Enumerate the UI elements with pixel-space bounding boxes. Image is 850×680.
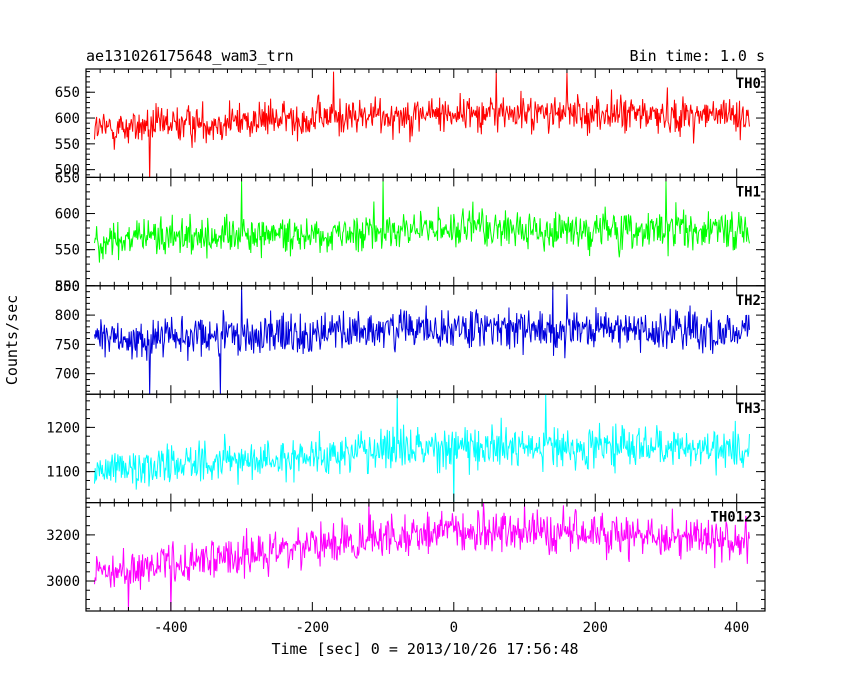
bin-time-label: Bin time: 1.0 s xyxy=(630,47,765,65)
chart-title: ae131026175648_wam3_trn xyxy=(86,47,294,65)
panel-th0123: 3000 3200 TH0123 xyxy=(46,502,766,612)
x-tick-label: 400 xyxy=(724,620,749,636)
panel-label-th0123: TH0123 xyxy=(710,510,761,526)
panel-frame xyxy=(85,68,766,179)
series-line-th1 xyxy=(93,181,750,263)
y-tick-label: 1100 xyxy=(46,465,80,481)
panel-label-th2: TH2 xyxy=(736,293,761,309)
panels-group: 500 550 600 650 TH0 500 550 600 650 TH1 700 750 800 8… xyxy=(46,68,766,612)
panel-label-th3: TH3 xyxy=(736,401,761,417)
x-axis-label: Time [sec] 0 = 2013/10/26 17:56:48 xyxy=(271,640,578,658)
panel-frame xyxy=(85,502,766,612)
y-tick-label: 600 xyxy=(55,111,80,127)
y-tick-label: 650 xyxy=(55,170,80,186)
x-tick-label: -200 xyxy=(295,620,329,636)
panel-th3: 1100 1200 TH3 xyxy=(46,393,766,504)
x-axis: -400 -200 0 200 400 xyxy=(154,620,749,636)
y-tick-label: 800 xyxy=(55,308,80,324)
panel-label-th0: TH0 xyxy=(736,76,761,92)
y-tick-label: 3000 xyxy=(46,574,80,590)
x-tick-label: 0 xyxy=(450,620,458,636)
y-tick-label: 750 xyxy=(55,337,80,353)
y-tick-label: 600 xyxy=(55,207,80,223)
y-tick-label: 500 xyxy=(55,279,80,295)
panel-th2: 700 750 800 850 TH2 xyxy=(55,279,766,395)
y-tick-label: 500 xyxy=(55,163,80,179)
panel-label-th1: TH1 xyxy=(736,184,761,200)
y-tick-label: 550 xyxy=(55,243,80,259)
series-line-th0123 xyxy=(93,502,750,612)
y-tick-label: 650 xyxy=(55,85,80,101)
y-tick-label: 550 xyxy=(55,137,80,153)
series-line-th3 xyxy=(93,394,750,503)
panel-th1: 500 550 600 650 TH1 xyxy=(55,170,766,295)
series-line-th0 xyxy=(93,71,750,178)
y-tick-label: 850 xyxy=(55,279,80,295)
y-tick-label: 3200 xyxy=(46,528,80,544)
panel-th0: 500 550 600 650 TH0 xyxy=(55,68,766,179)
y-axis-label: Counts/sec xyxy=(3,295,21,385)
series-line-th2 xyxy=(93,285,750,395)
x-tick-label: -400 xyxy=(154,620,188,636)
y-tick-label: 700 xyxy=(55,367,80,383)
y-tick-label: 1200 xyxy=(46,420,80,436)
x-tick-label: 200 xyxy=(583,620,608,636)
